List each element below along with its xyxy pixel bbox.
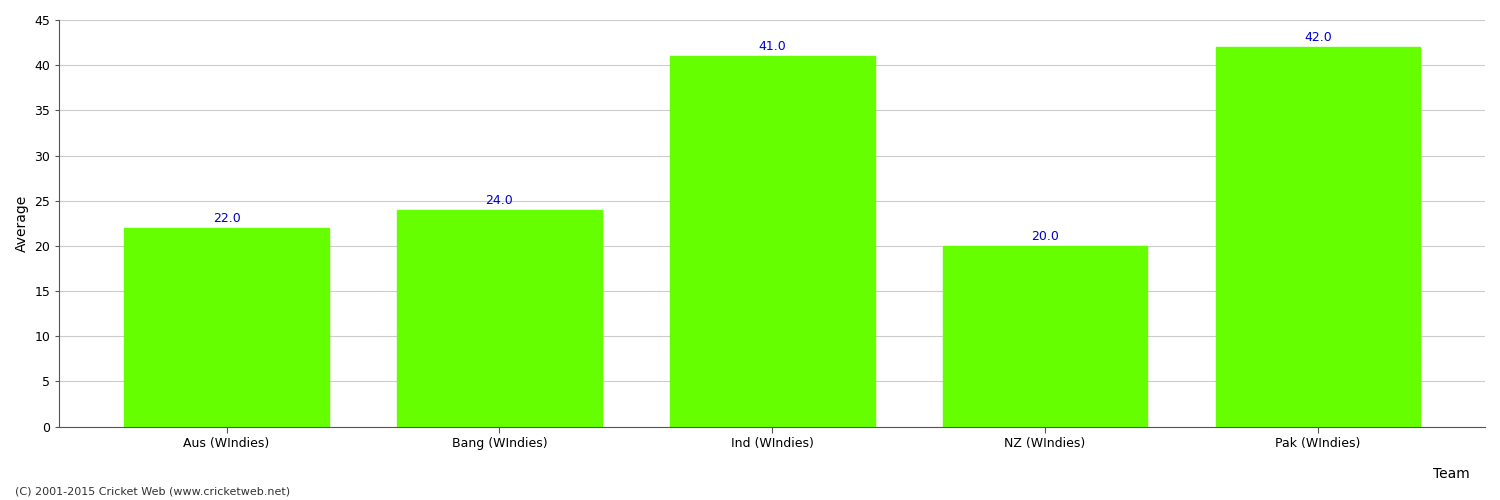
- Text: Team: Team: [1434, 468, 1470, 481]
- Bar: [124, 228, 328, 426]
- Bar: [670, 56, 874, 426]
- Y-axis label: Average: Average: [15, 194, 28, 252]
- Bar: [398, 210, 602, 426]
- Text: 41.0: 41.0: [759, 40, 786, 54]
- Text: 42.0: 42.0: [1304, 32, 1332, 44]
- Text: 24.0: 24.0: [486, 194, 513, 207]
- Text: 20.0: 20.0: [1030, 230, 1059, 243]
- Bar: [1215, 47, 1420, 426]
- Text: (C) 2001-2015 Cricket Web (www.cricketweb.net): (C) 2001-2015 Cricket Web (www.cricketwe…: [15, 487, 290, 497]
- Text: 22.0: 22.0: [213, 212, 240, 225]
- Bar: [942, 246, 1148, 426]
